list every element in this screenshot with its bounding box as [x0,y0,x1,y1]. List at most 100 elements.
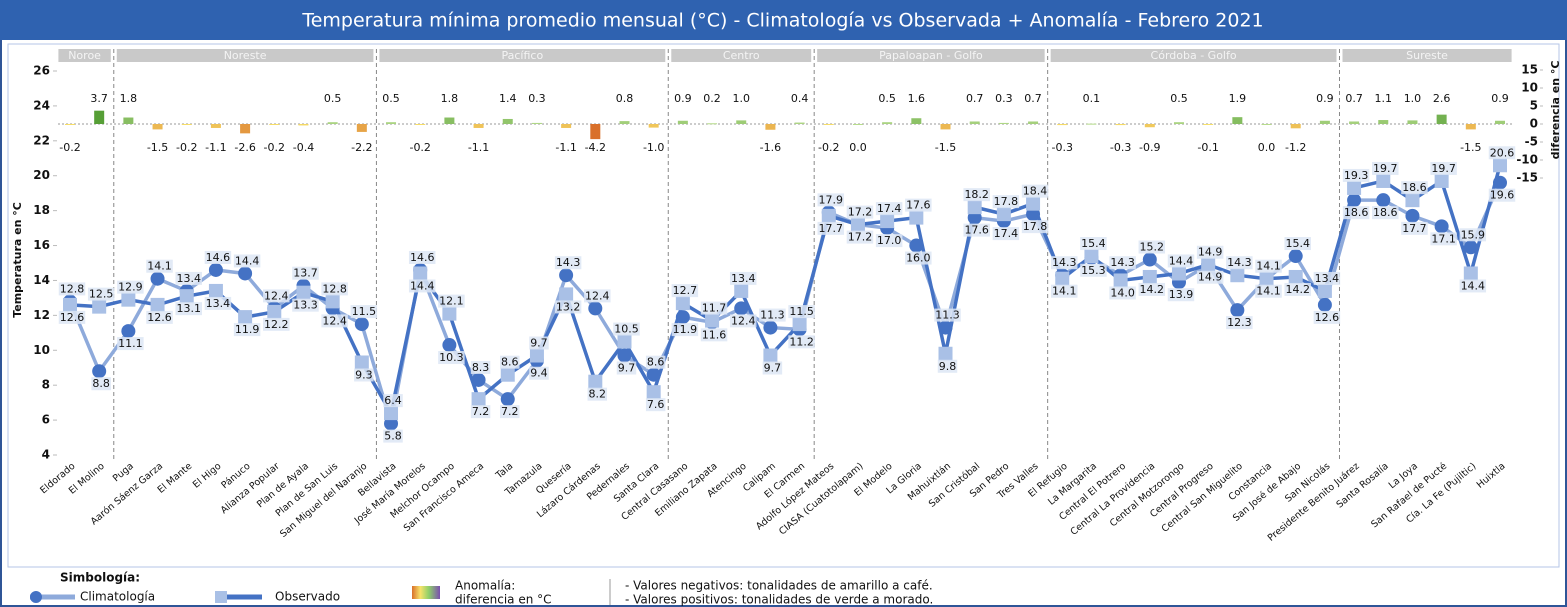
anomaly-label: 0.5 [382,92,400,105]
data-label-bg [350,305,378,319]
anomaly-label: 1.0 [732,92,750,105]
data-label: 11.9 [235,323,260,336]
data-label: 11.5 [352,305,377,318]
data-label: 12.5 [89,288,114,301]
y-tick-label: 26 [33,64,50,78]
anomaly-label: 1.8 [441,92,459,105]
data-label-bg [554,300,582,314]
legend-subtitle: diferencia en °C [455,593,552,607]
data-label-bg [875,202,903,216]
marker [1259,271,1274,286]
data-label: 8.6 [647,356,665,369]
anomaly-bar [298,124,309,126]
data-label: 17.8 [1023,220,1048,233]
anomaly-bar [590,124,601,140]
marker [354,355,369,370]
anomaly-label: 0.5 [324,92,342,105]
anomaly-label: -1.5 [147,141,168,154]
anomaly-bar [210,124,221,128]
data-label: 8.6 [501,356,519,369]
data-label-bg [321,282,348,296]
marker [792,317,807,332]
y-tick-label: 18 [33,203,50,217]
data-label-bg [292,298,319,312]
marker [675,310,690,325]
data-label: 7.6 [647,398,665,411]
data-label-bg [1401,221,1428,235]
y2-tick-label: -10 [1516,153,1538,167]
anomaly-label: 0.5 [1170,92,1188,105]
marker [384,406,399,421]
data-label: 15.4 [1285,237,1310,250]
data-label: 11.5 [789,305,814,318]
marker [238,310,253,325]
data-label-bg [1342,168,1370,182]
marker [500,367,515,382]
marker [1142,252,1157,267]
legend-label: Observado [275,590,340,604]
plot-frame [7,43,1560,568]
y-tick-label: 8 [42,378,50,392]
marker [1288,269,1303,284]
anomaly-label: -0.3 [1110,141,1131,154]
anomaly-bar [327,122,338,124]
data-label-bg [759,308,786,322]
data-label-bg [645,355,666,369]
y-tick-label: 20 [33,168,50,182]
data-label: 9.7 [764,362,782,375]
region-label: Noreste [224,49,267,62]
anomaly-label: -1.5 [935,141,956,154]
anomaly-label: -1.0 [643,141,664,154]
data-label-bg [1138,240,1166,254]
data-label: 11.7 [702,302,727,315]
data-label: 12.6 [60,311,85,324]
anomaly-bar [386,122,397,124]
marker [938,346,953,361]
anomaly-label: -0.9 [1139,141,1160,154]
data-label: 11.3 [935,309,960,322]
anomaly-label: 0.9 [674,92,692,105]
data-label: 14.3 [1052,256,1077,269]
data-label: 11.9 [673,323,698,336]
data-label: 18.4 [1023,185,1048,198]
marker [1405,208,1420,223]
data-label: 17.4 [994,227,1019,240]
data-label-bg [500,355,520,369]
data-label-bg [1430,161,1457,175]
region-label: Pacífico [501,49,543,62]
data-label: 13.7 [293,267,318,280]
data-label-bg [671,323,699,337]
data-label: 14.3 [1110,256,1135,269]
y-tick-label: 22 [33,133,50,147]
marker [208,262,223,277]
anomaly-bar [1203,124,1214,125]
y-tick-label: 6 [42,413,50,427]
data-label-bg [204,296,232,310]
data-label: 13.4 [176,272,201,285]
data-label-bg [700,301,728,315]
data-label-bg [1401,181,1428,195]
anomaly-bar [269,124,280,125]
x-tick-label: Tala [493,461,515,482]
marker [675,296,690,311]
data-label-bg [117,337,144,351]
data-label: 13.9 [1169,288,1194,301]
anomaly-label: 0.9 [1316,92,1334,105]
anomaly-label: -1.1 [205,141,226,154]
data-label: 15.3 [1081,264,1106,277]
y2-tick-label: 0 [1530,117,1538,131]
anomaly-label: -1.6 [760,141,781,154]
data-label: 16.0 [906,252,931,265]
data-label: 9.3 [355,368,373,381]
marker [1493,175,1507,190]
title-bar [0,0,1567,40]
x-tick-label: Santa Rosalía [1334,461,1390,511]
data-label-bg [408,279,436,293]
anomaly-label: -2.6 [234,141,255,154]
data-label: 12.6 [1315,311,1340,324]
marker [763,320,778,335]
anomaly-label: 0.7 [1345,92,1363,105]
data-label-bg [146,310,173,324]
data-label-bg [700,328,728,342]
data-label-bg [613,322,640,336]
